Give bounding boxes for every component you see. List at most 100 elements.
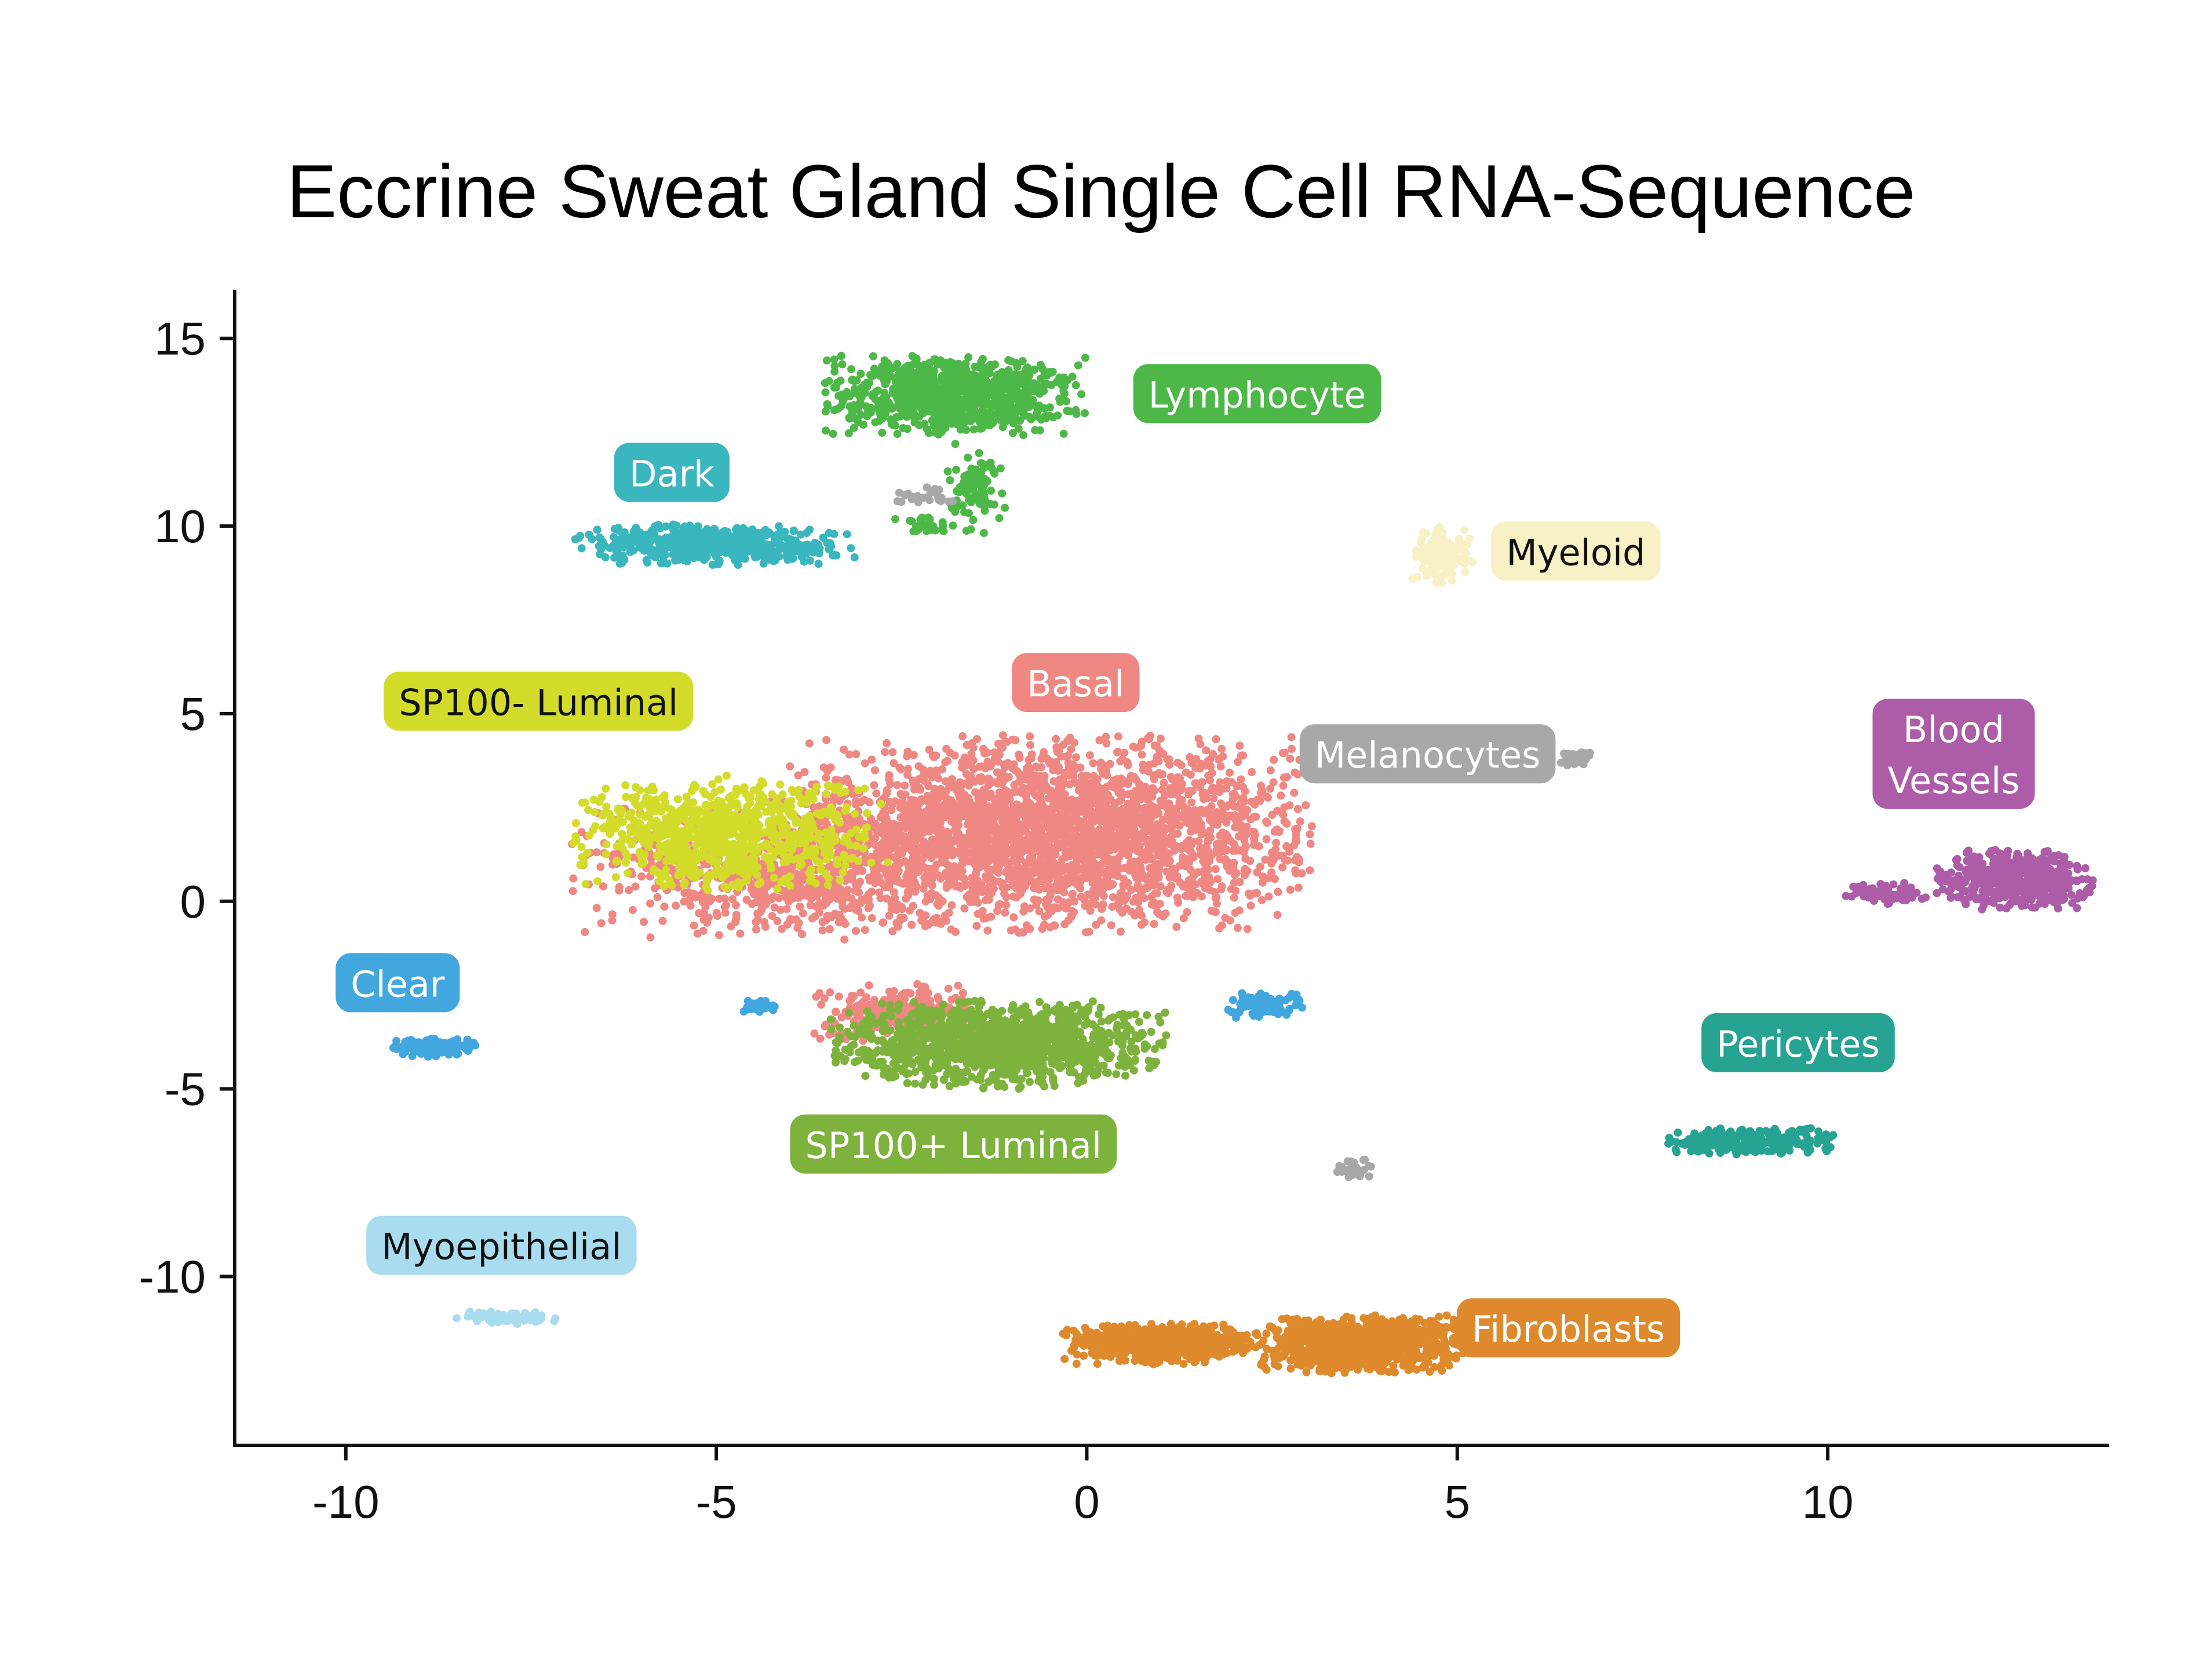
- data-point: [1018, 357, 1027, 366]
- data-point: [1029, 396, 1037, 404]
- data-point: [885, 883, 893, 892]
- data-point: [1280, 817, 1289, 826]
- data-point: [782, 905, 791, 914]
- data-point: [1009, 892, 1018, 901]
- data-point: [967, 473, 976, 482]
- data-point: [1269, 778, 1278, 787]
- data-point: [818, 926, 827, 935]
- data-point: [936, 874, 945, 883]
- data-point: [1217, 744, 1226, 753]
- data-point: [1078, 802, 1087, 810]
- data-point: [1000, 802, 1009, 811]
- data-point: [1427, 566, 1435, 575]
- data-point: [892, 919, 901, 927]
- data-point: [1102, 732, 1110, 741]
- data-point: [889, 363, 898, 372]
- data-point: [952, 465, 960, 474]
- data-point: [1060, 920, 1069, 929]
- data-point: [1197, 820, 1205, 828]
- data-point: [845, 750, 854, 759]
- data-point: [1203, 830, 1211, 838]
- data-point: [1277, 791, 1285, 800]
- data-point: [575, 534, 584, 542]
- data-point: [1080, 834, 1088, 842]
- data-point: [889, 824, 898, 833]
- data-point: [1197, 759, 1206, 768]
- series-dark: [571, 520, 859, 569]
- data-point: [1274, 888, 1282, 896]
- data-point: [964, 454, 972, 462]
- data-point: [1031, 867, 1040, 875]
- data-point: [672, 534, 680, 543]
- data-point: [916, 786, 925, 794]
- data-point: [896, 765, 905, 773]
- data-point: [1062, 397, 1070, 406]
- data-point: [1250, 841, 1258, 849]
- data-point: [932, 382, 941, 391]
- data-point: [1219, 803, 1227, 811]
- data-point: [1169, 830, 1178, 838]
- data-point: [1151, 810, 1160, 819]
- data-point: [1233, 923, 1242, 932]
- data-point: [1197, 892, 1206, 901]
- data-point: [945, 408, 954, 417]
- data-point: [935, 893, 943, 902]
- data-point: [776, 528, 785, 536]
- data-point: [1175, 798, 1184, 806]
- data-point: [847, 544, 855, 553]
- data-point: [936, 825, 945, 833]
- data-point: [1157, 770, 1165, 779]
- data-point: [973, 385, 982, 393]
- data-point: [989, 865, 997, 874]
- data-point: [1035, 401, 1044, 410]
- data-point: [1250, 828, 1259, 837]
- data-point: [934, 847, 942, 856]
- data-point: [983, 872, 991, 881]
- data-point: [951, 371, 960, 380]
- data-point: [949, 849, 958, 857]
- data-point: [628, 906, 637, 914]
- data-point: [949, 521, 957, 530]
- data-point: [909, 408, 918, 417]
- data-point: [960, 904, 969, 913]
- data-point: [1185, 787, 1194, 795]
- data-point: [835, 797, 844, 805]
- data-point: [1052, 743, 1061, 751]
- data-point: [1016, 417, 1025, 425]
- data-point: [954, 379, 963, 388]
- data-point: [929, 374, 938, 383]
- data-point: [800, 557, 808, 566]
- data-point: [948, 386, 957, 395]
- data-point: [955, 361, 964, 370]
- data-point: [965, 836, 974, 845]
- data-point: [908, 360, 917, 369]
- data-point: [1189, 893, 1198, 901]
- data-point: [1015, 407, 1024, 416]
- data-point: [1026, 741, 1034, 750]
- data-point: [905, 823, 913, 832]
- data-point: [1209, 794, 1218, 802]
- data-point: [1447, 549, 1456, 557]
- data-point: [869, 352, 877, 360]
- data-point: [1031, 884, 1040, 893]
- series-myeloid: [1408, 523, 1477, 587]
- data-point: [1008, 429, 1017, 437]
- data-point: [1026, 732, 1034, 741]
- data-point: [1211, 908, 1220, 916]
- data-point: [946, 863, 954, 872]
- data-point: [1209, 784, 1218, 793]
- data-point: [1040, 413, 1049, 422]
- data-point: [972, 922, 981, 930]
- data-point: [883, 790, 891, 798]
- data-point: [1082, 847, 1091, 856]
- data-point: [1239, 794, 1248, 802]
- data-point: [1118, 908, 1126, 917]
- data-point: [899, 424, 907, 432]
- data-point: [1222, 859, 1231, 867]
- data-point: [963, 820, 972, 829]
- data-point: [1009, 849, 1018, 857]
- data-point: [1060, 389, 1069, 398]
- data-point: [885, 771, 894, 779]
- data-point: [1024, 762, 1033, 771]
- data-point: [1045, 403, 1054, 412]
